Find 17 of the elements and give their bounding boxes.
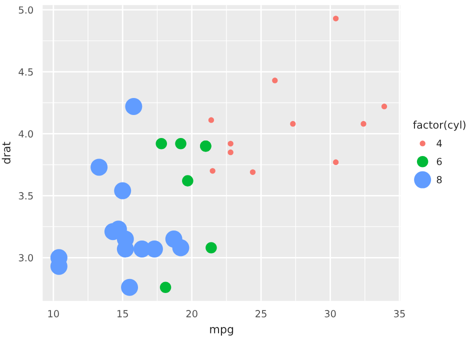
y-axis-title: drat: [2, 142, 10, 164]
y-tick-label: 4.0: [18, 130, 33, 138]
legend-label: 4: [436, 140, 442, 147]
y-tick-label: 5.0: [18, 6, 33, 14]
x-tick-label: 10: [48, 310, 59, 318]
x-axis-title: mpg: [210, 327, 234, 336]
x-tick-label: 15: [117, 310, 128, 318]
legend-label: 8: [436, 176, 442, 184]
x-tick-label: 30: [324, 310, 336, 318]
y-tick-label: 3.0: [18, 254, 33, 262]
legend-title: factor(cyl): [413, 120, 466, 131]
x-tick-label: 35: [394, 310, 405, 318]
x-tick-label: 20: [186, 310, 198, 318]
x-tick-label: 25: [256, 310, 266, 318]
legend-label: 6: [436, 158, 442, 166]
y-tick-label: 4.5: [18, 68, 33, 76]
y-tick-label: 3.5: [18, 192, 33, 200]
